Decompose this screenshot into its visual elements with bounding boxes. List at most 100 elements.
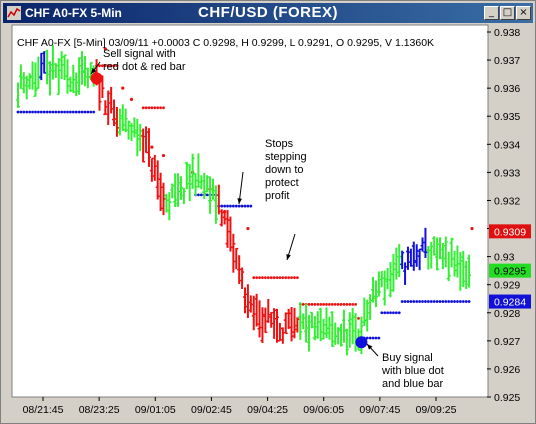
stop-dot: [51, 110, 55, 114]
stop-dot: [92, 110, 96, 114]
stop-dot: [39, 110, 43, 114]
stop-dot: [249, 204, 253, 208]
stop-dot: [456, 300, 459, 303]
annotation-line: with blue dot: [381, 365, 444, 377]
stop-dot: [156, 106, 160, 110]
annotation-arrowhead: [91, 68, 97, 74]
price-label-box: [489, 263, 531, 278]
price-label: 0.9309: [494, 226, 526, 238]
stop-dot: [141, 106, 145, 110]
stop-dot: [406, 300, 410, 303]
stop-dot: [115, 64, 119, 68]
stop-dot: [348, 302, 352, 306]
y-tick-label: 0.936: [494, 83, 520, 95]
stop-dot: [386, 311, 390, 315]
stop-dot: [383, 311, 387, 315]
y-tick-label: 0.925: [494, 392, 520, 404]
stop-dot: [368, 336, 372, 340]
info-line: CHF A0-FX [5-Min] 03/09/11 +0.0003 C 0.9…: [17, 37, 434, 49]
stop-dot: [325, 302, 328, 306]
chart-title: CHF/USD (FOREX): [198, 4, 338, 21]
annotation-text: Sell signal with red dot & red bar: [103, 48, 186, 73]
stop-dot: [409, 300, 413, 303]
maximize-button[interactable]: □: [500, 6, 515, 20]
y-tick-label: 0.929: [494, 280, 520, 292]
stop-dot: [365, 336, 369, 340]
signal-dots: [90, 72, 368, 349]
annotation-line: Stops: [265, 138, 294, 150]
stop-dot: [287, 276, 291, 280]
stop-dot: [441, 300, 445, 303]
stop-dot: [252, 276, 256, 280]
stop-dot: [83, 110, 87, 114]
minimize-button[interactable]: _: [484, 6, 499, 20]
stop-dot: [237, 204, 241, 208]
title-bar[interactable]: CHF A0-FX 5-Min CHF/USD (FOREX) _ □ ×: [3, 3, 533, 23]
stop-dot: [429, 300, 433, 303]
annotations: Sell signal with red dot & red bar Stops st…: [90, 48, 444, 390]
stop-dot: [147, 106, 151, 110]
stop-dot: [444, 300, 448, 303]
annotation-line: profit: [265, 190, 289, 202]
x-tick-label: 08/21:45: [23, 404, 64, 416]
price-bars: [16, 45, 472, 356]
stop-dot: [330, 302, 334, 306]
annotation-line: red dot & red bar: [103, 61, 186, 73]
stop-dot: [22, 110, 26, 114]
signal-dot[interactable]: [90, 72, 103, 85]
stop-dot: [336, 302, 340, 306]
stop-dot: [421, 300, 424, 303]
stop-dot: [345, 302, 349, 306]
stop-dot: [415, 300, 419, 303]
close-button[interactable]: ×: [516, 6, 531, 20]
signal-dot[interactable]: [355, 336, 368, 349]
plot-area[interactable]: [11, 24, 489, 398]
stop-dot: [129, 97, 134, 101]
stop-dot: [153, 106, 157, 110]
stop-dot: [438, 300, 442, 303]
stop-dot: [266, 276, 270, 280]
y-tick-label: 0.93: [494, 252, 515, 264]
window-title: CHF A0-FX 5-Min: [25, 6, 122, 20]
y-tick-label: 0.938: [494, 27, 520, 39]
stop-dot: [68, 110, 72, 114]
stop-dot: [394, 311, 398, 315]
stop-dot: [161, 153, 166, 158]
stop-dot: [106, 64, 110, 68]
x-tick-label: 09/04:25: [247, 404, 288, 416]
y-tick-label: 0.932: [494, 195, 520, 207]
stop-dot: [272, 276, 276, 280]
stop-dot: [223, 204, 227, 208]
stop-dot: [461, 300, 465, 303]
stop-dot: [339, 302, 343, 306]
stop-dot: [377, 336, 381, 340]
stop-dot: [295, 276, 299, 280]
stop-dot: [327, 302, 331, 306]
y-tick-label: 0.928: [494, 308, 520, 320]
stop-dot: [374, 336, 378, 340]
annotation-text: Buy signal with blue dot and blue bar: [381, 352, 444, 390]
stop-dot: [301, 302, 305, 306]
stop-dot: [351, 302, 355, 306]
stop-dot: [397, 311, 401, 315]
stop-dot: [240, 204, 244, 208]
stop-dot: [205, 193, 209, 197]
stop-dot: [380, 311, 384, 315]
x-tick-label: 09/02:45: [191, 404, 232, 416]
stop-dot: [54, 110, 58, 114]
x-tick-label: 09/09:25: [416, 404, 457, 416]
stop-dot: [112, 64, 116, 68]
stop-dot: [243, 204, 247, 208]
stop-dot: [31, 110, 34, 114]
annotation-line: down to: [265, 164, 304, 176]
stop-dot: [389, 311, 392, 315]
stop-dot: [246, 226, 250, 231]
stop-dot: [103, 64, 107, 68]
annotation-arrowhead: [237, 198, 243, 204]
annotation-text: Stops stepping down to protect profit: [265, 138, 307, 202]
stop-dot: [226, 204, 229, 208]
x-tick-label: 09/06:05: [303, 404, 344, 416]
stop-dot: [284, 276, 288, 280]
stop-dot: [357, 316, 360, 320]
